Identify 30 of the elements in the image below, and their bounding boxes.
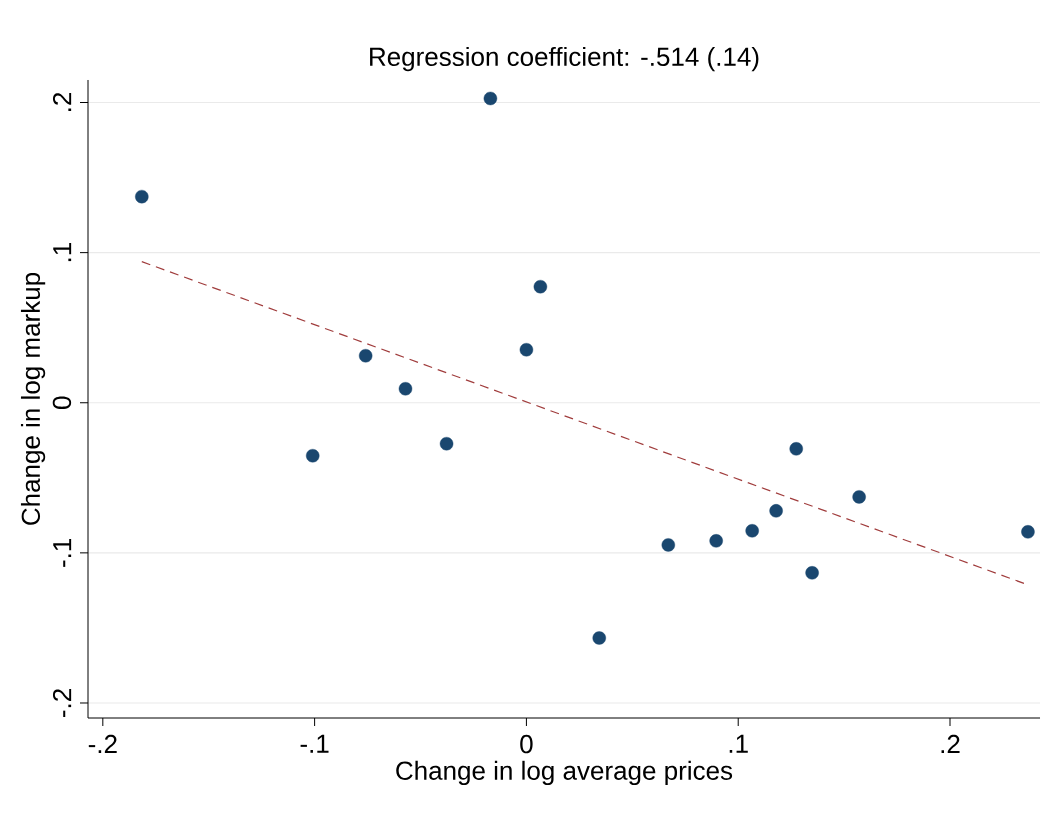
point [483, 91, 498, 106]
point [852, 490, 866, 504]
point [592, 631, 606, 645]
y-tick-label: -.1 [53, 538, 72, 567]
point [789, 442, 803, 456]
y-tick-label: 0 [52, 396, 72, 409]
point [709, 534, 723, 548]
x-tick-label: 0 [520, 734, 533, 754]
point [1021, 525, 1035, 539]
chart-title: Regression coefficient: -.514 (.14) [370, 46, 759, 72]
point [661, 538, 676, 552]
x-tick-label: .2 [941, 734, 960, 754]
y-tick-label: .2 [52, 92, 72, 111]
point [533, 280, 548, 294]
y-tick-label: -.2 [52, 689, 72, 717]
point [135, 189, 149, 204]
y-tick-label: .1 [53, 243, 72, 262]
point [519, 343, 534, 357]
x-tick-label: -.2 [88, 734, 117, 754]
y-axis-title: Change in log markup [20, 272, 46, 525]
point [398, 382, 413, 396]
point [805, 566, 819, 580]
point [306, 449, 320, 463]
point [745, 524, 759, 538]
point [358, 349, 373, 363]
point [769, 504, 783, 518]
point [439, 437, 454, 451]
x-tick-label: -.1 [300, 734, 329, 753]
x-tick-label: .1 [729, 734, 748, 753]
x-axis-title: Change in log average prices [396, 760, 733, 786]
